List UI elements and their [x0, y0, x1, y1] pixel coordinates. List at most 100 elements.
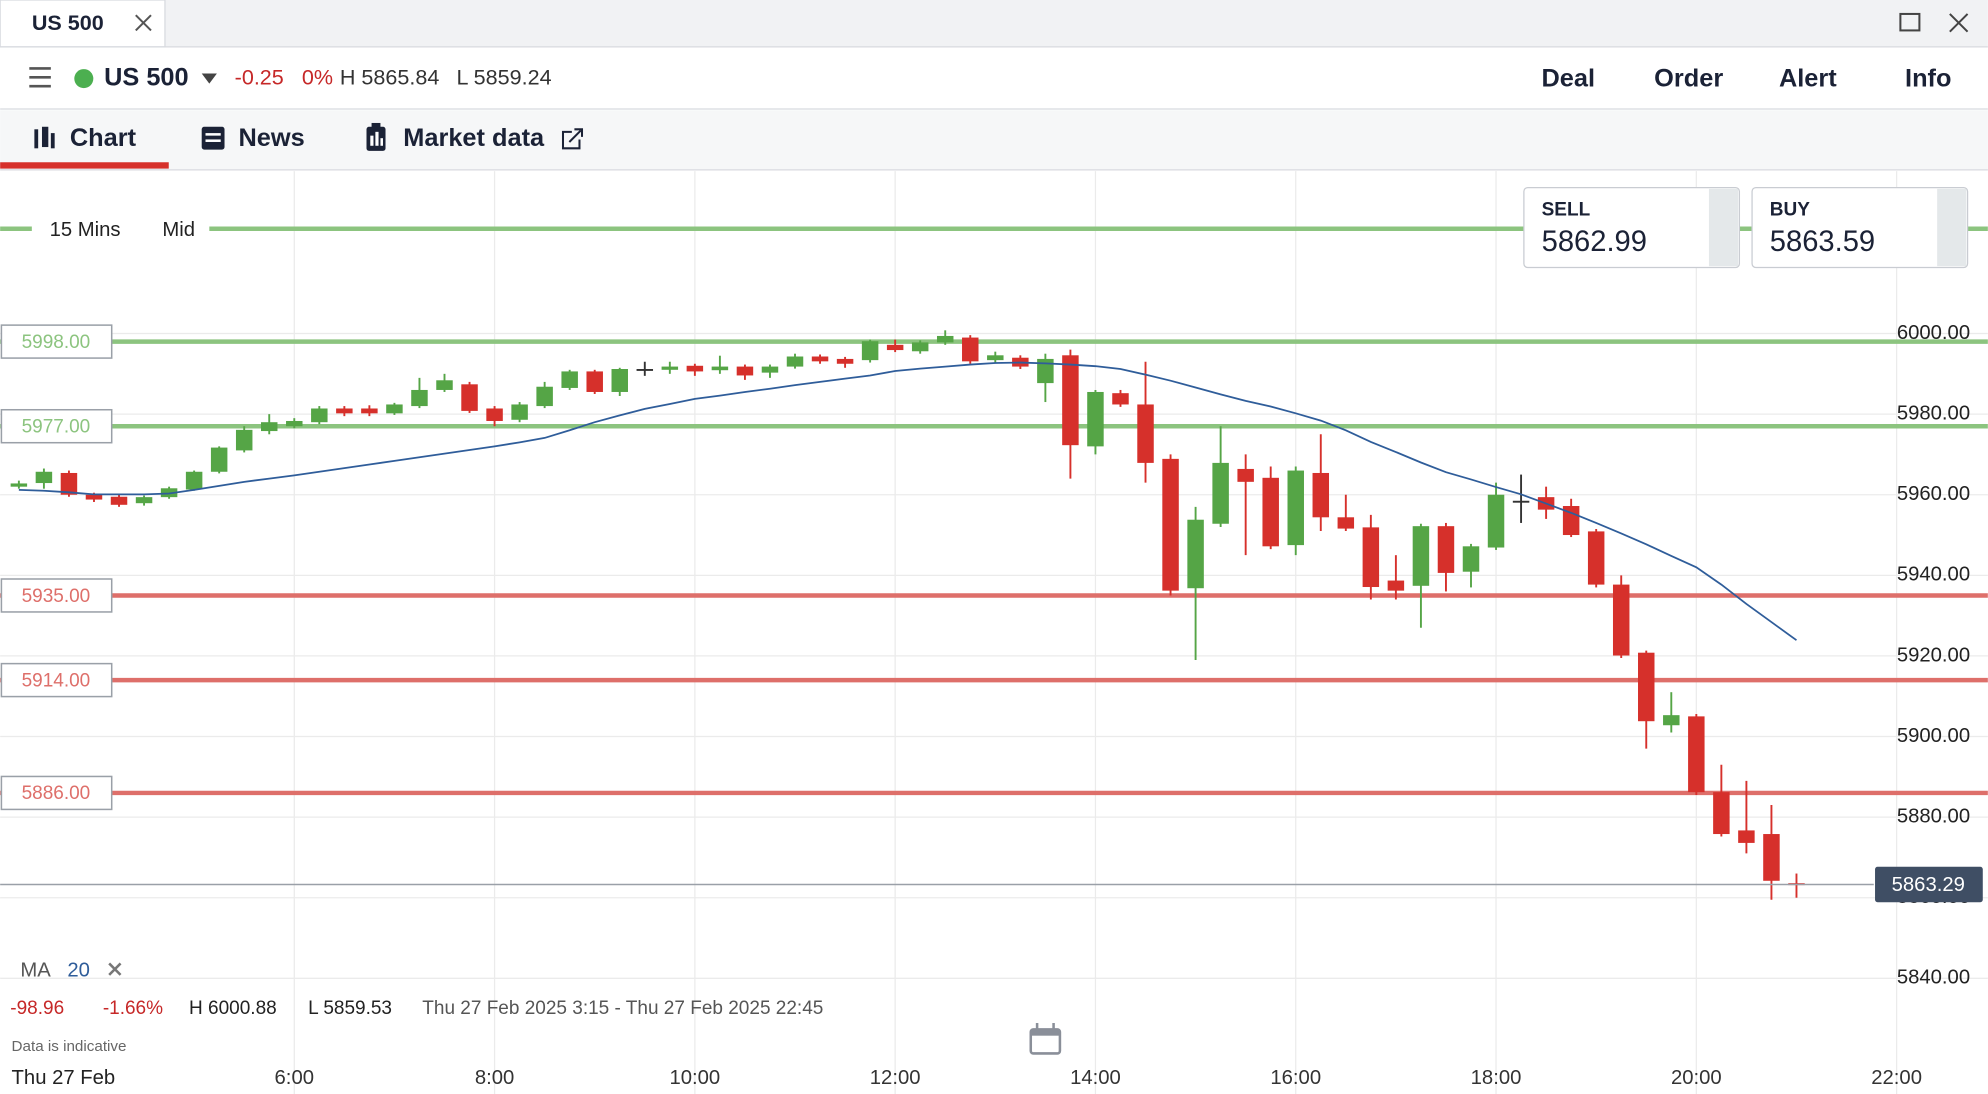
candle-body: [636, 369, 654, 371]
tab-close[interactable]: [135, 14, 152, 32]
candle-body: [386, 404, 403, 414]
candle-body: [811, 356, 829, 362]
action-button[interactable]: Info: [1905, 65, 1951, 93]
action-button[interactable]: Deal: [1541, 65, 1595, 93]
candle-body: [861, 341, 879, 361]
candle-body: [536, 386, 553, 407]
stat-change: -98.96: [10, 998, 64, 1019]
candle-body: [962, 337, 979, 362]
candle-body: [1512, 500, 1530, 503]
level-label-box: [0, 578, 113, 613]
indicator-period: 20: [67, 959, 90, 981]
tab-news[interactable]: News: [238, 124, 304, 152]
candle-body: [1062, 355, 1079, 446]
action-button[interactable]: Alert: [1779, 65, 1837, 93]
levels: 5998.00 5977.00 5935.00 5914.00 5886.00: [0, 226, 1988, 811]
candle-body: [561, 371, 578, 388]
candle-body: [1587, 531, 1605, 585]
candle-body: [110, 496, 128, 505]
candle-body: [1763, 834, 1780, 881]
candle-body: [260, 422, 278, 432]
x-tick-label: 12:00: [870, 1067, 921, 1089]
candle-body: [1112, 393, 1129, 405]
action-button[interactable]: Order: [1654, 65, 1723, 93]
buy-box[interactable]: BUY 5863.59: [1751, 186, 1969, 269]
level-label: 5998.00: [22, 332, 91, 353]
candle-body: [786, 356, 804, 367]
stat-high: H 6000.88: [189, 998, 277, 1019]
tab-market-data[interactable]: Market data: [403, 124, 545, 152]
candle-body: [711, 366, 729, 371]
maximize-button[interactable]: [1899, 12, 1921, 32]
symbol[interactable]: US 500: [104, 63, 189, 91]
market-data-icon: [366, 122, 386, 151]
candle-body: [286, 420, 303, 427]
candle-body: [661, 366, 679, 370]
level-label: 5914.00: [22, 670, 91, 691]
y-tick-label: 5880.00: [1897, 805, 1970, 827]
x-tick-label: 16:00: [1270, 1067, 1321, 1089]
candle-body: [135, 497, 153, 504]
moving-average: [18, 361, 1797, 641]
interval-box: [31, 211, 210, 249]
candle-body: [1287, 470, 1304, 546]
candle-body: [60, 472, 78, 495]
sell-label: SELL: [1542, 199, 1591, 220]
candle-body: [1087, 391, 1104, 447]
candle-body: [911, 342, 929, 352]
calendar-icon[interactable]: [1029, 1023, 1062, 1055]
candle-body: [1037, 358, 1054, 384]
buy-label: BUY: [1770, 199, 1810, 220]
x-tick-label: 20:00: [1671, 1067, 1722, 1089]
news-icon: [201, 126, 225, 150]
candle-body: [311, 408, 328, 423]
x-tick-label: 8:00: [475, 1067, 514, 1089]
last-price-label: 5863.29: [1892, 874, 1965, 896]
candle-body: [235, 429, 253, 451]
x-tick-label: 10:00: [670, 1067, 721, 1089]
change: -0.25: [235, 64, 284, 89]
status-dot: [74, 69, 94, 89]
candle-body: [336, 408, 353, 414]
interval[interactable]: 15 Mins: [50, 219, 121, 241]
candle-body: [1462, 546, 1480, 572]
last-price-box: [1875, 866, 1983, 903]
indicator-name: MA: [20, 959, 51, 981]
low: L 5859.24: [457, 64, 552, 89]
buy-price: 5863.59: [1770, 226, 1875, 258]
stat-range: Thu 27 Feb 2025 3:15 - Thu 27 Feb 2025 2…: [422, 998, 823, 1019]
symbol-dropdown[interactable]: [201, 73, 217, 84]
remove-indicator[interactable]: [108, 962, 122, 976]
sell-box[interactable]: SELL 5862.99: [1523, 186, 1741, 269]
candle-body: [411, 389, 428, 407]
close-button[interactable]: [1949, 13, 1969, 33]
candle-body: [1663, 715, 1680, 726]
tab[interactable]: [0, 0, 166, 48]
candle-body: [1562, 506, 1580, 536]
y-tick-label: 5900.00: [1897, 725, 1970, 747]
stat-low: L 5859.53: [308, 998, 392, 1019]
candle-body: [1212, 462, 1229, 524]
y-tick-label: 5920.00: [1897, 644, 1970, 666]
candle-body: [1137, 404, 1154, 463]
x-tick-label: 14:00: [1070, 1067, 1121, 1089]
price-type[interactable]: Mid: [162, 219, 195, 241]
candle-body: [210, 447, 228, 472]
stat-change-pct: -1.66%: [103, 998, 163, 1019]
candle-body: [987, 355, 1004, 361]
level-label-box: [0, 324, 113, 359]
tab-chart[interactable]: Chart: [70, 124, 137, 152]
level-label-box: [0, 775, 113, 811]
external-link-icon: [561, 128, 584, 150]
candle-body: [185, 471, 203, 490]
y-tick-label: 6000.00: [1897, 322, 1970, 344]
view-tabs: [0, 110, 1988, 170]
candle-body: [611, 369, 628, 392]
candle-body: [1612, 584, 1630, 656]
change-pct: 0%: [302, 64, 333, 89]
candle-body: [35, 471, 53, 484]
menu-button[interactable]: [29, 67, 51, 88]
high: H 5865.84: [340, 64, 439, 89]
y-tick-label: 5840.00: [1897, 967, 1970, 989]
